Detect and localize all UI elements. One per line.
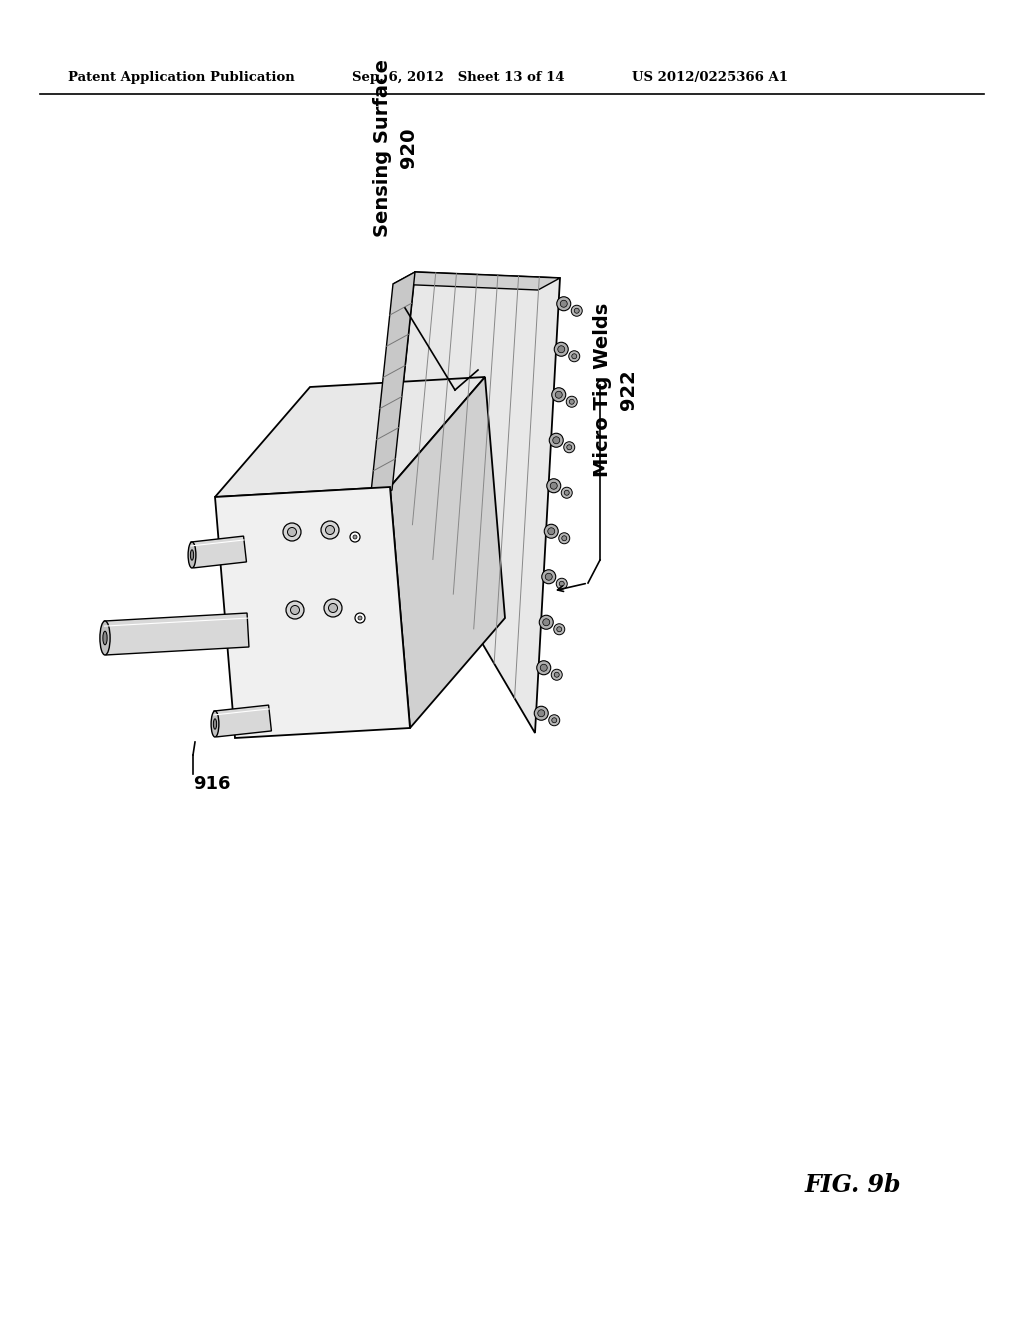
Circle shape xyxy=(559,581,564,586)
Circle shape xyxy=(557,297,570,310)
Ellipse shape xyxy=(188,543,196,568)
Polygon shape xyxy=(215,487,410,738)
Circle shape xyxy=(557,627,562,632)
Circle shape xyxy=(551,669,562,680)
Circle shape xyxy=(355,612,365,623)
Circle shape xyxy=(553,437,560,444)
Polygon shape xyxy=(190,536,247,568)
Ellipse shape xyxy=(213,719,217,729)
Text: 922: 922 xyxy=(618,370,638,411)
Ellipse shape xyxy=(190,550,194,560)
Polygon shape xyxy=(390,378,505,729)
Circle shape xyxy=(552,718,557,723)
Ellipse shape xyxy=(211,711,219,737)
Circle shape xyxy=(549,714,560,726)
Circle shape xyxy=(550,482,557,490)
Circle shape xyxy=(554,672,559,677)
Circle shape xyxy=(547,479,561,492)
Circle shape xyxy=(548,528,555,535)
Circle shape xyxy=(564,490,569,495)
Text: US 2012/0225366 A1: US 2012/0225366 A1 xyxy=(632,71,788,84)
Circle shape xyxy=(569,399,574,404)
Polygon shape xyxy=(393,272,560,290)
Circle shape xyxy=(350,532,360,543)
Circle shape xyxy=(568,351,580,362)
Circle shape xyxy=(326,525,335,535)
Circle shape xyxy=(288,528,297,536)
Circle shape xyxy=(562,536,566,541)
Circle shape xyxy=(544,524,558,539)
Circle shape xyxy=(537,661,551,675)
Circle shape xyxy=(549,433,563,447)
Circle shape xyxy=(558,346,565,352)
Circle shape xyxy=(353,535,357,539)
Circle shape xyxy=(554,342,568,356)
Circle shape xyxy=(556,578,567,589)
Polygon shape xyxy=(392,272,560,733)
Circle shape xyxy=(571,305,583,317)
Circle shape xyxy=(545,573,552,581)
Polygon shape xyxy=(214,705,271,737)
Circle shape xyxy=(552,388,565,401)
Text: 916: 916 xyxy=(193,775,230,793)
Circle shape xyxy=(555,391,562,399)
Circle shape xyxy=(574,309,580,313)
Text: Patent Application Publication: Patent Application Publication xyxy=(68,71,295,84)
Circle shape xyxy=(543,619,550,626)
Circle shape xyxy=(286,601,304,619)
Text: 920: 920 xyxy=(399,128,418,168)
Circle shape xyxy=(566,396,578,408)
Circle shape xyxy=(554,624,565,635)
Polygon shape xyxy=(215,378,485,498)
Circle shape xyxy=(541,664,547,672)
Polygon shape xyxy=(104,612,249,655)
Circle shape xyxy=(542,570,556,583)
Polygon shape xyxy=(370,272,415,502)
Text: Sep. 6, 2012   Sheet 13 of 14: Sep. 6, 2012 Sheet 13 of 14 xyxy=(352,71,564,84)
Circle shape xyxy=(358,616,362,620)
Ellipse shape xyxy=(102,631,108,644)
Ellipse shape xyxy=(100,620,111,655)
Circle shape xyxy=(564,442,574,453)
Circle shape xyxy=(560,300,567,308)
Circle shape xyxy=(571,354,577,359)
Circle shape xyxy=(535,706,548,721)
Circle shape xyxy=(283,523,301,541)
Circle shape xyxy=(324,599,342,616)
Text: Micro Tig Welds: Micro Tig Welds xyxy=(593,302,612,477)
Text: FIG. 9b: FIG. 9b xyxy=(805,1173,901,1197)
Circle shape xyxy=(561,487,572,498)
Circle shape xyxy=(291,606,299,615)
Circle shape xyxy=(538,710,545,717)
Circle shape xyxy=(566,445,571,450)
Circle shape xyxy=(540,615,553,630)
Circle shape xyxy=(559,533,569,544)
Text: Sensing Surface: Sensing Surface xyxy=(373,59,392,238)
Circle shape xyxy=(329,603,338,612)
Circle shape xyxy=(321,521,339,539)
